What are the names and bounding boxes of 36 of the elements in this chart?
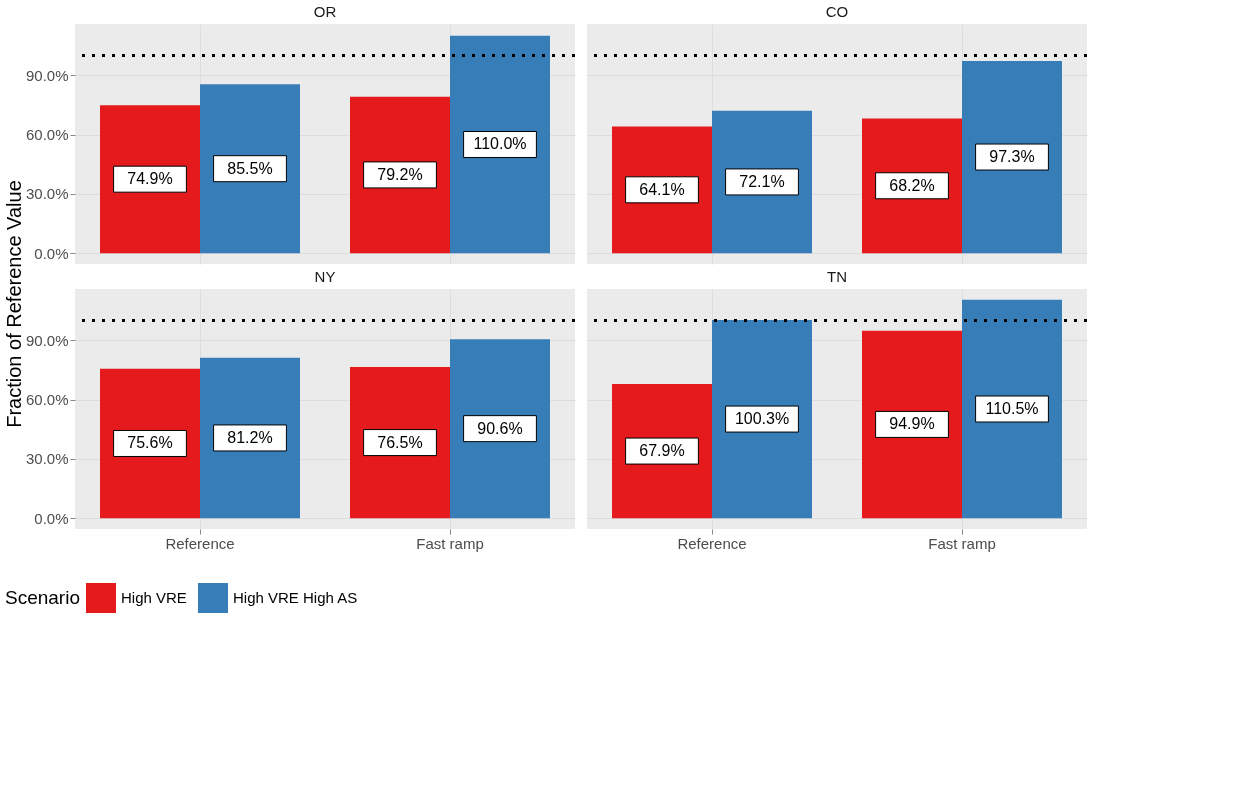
legend-title: Scenario	[5, 587, 80, 608]
y-tick-label: 0.0%	[34, 244, 69, 262]
data-label: 64.1%	[639, 180, 685, 198]
data-label: 94.9%	[889, 415, 935, 433]
x-tick-label: Fast ramp	[928, 534, 996, 552]
data-label: 97.3%	[989, 148, 1035, 166]
data-label: 68.2%	[889, 176, 935, 194]
chart-title: TN	[827, 268, 847, 285]
data-label: 76.5%	[377, 433, 423, 451]
y-tick-label: 60.0%	[25, 126, 69, 144]
y-tick-label: 30.0%	[25, 450, 69, 468]
chart-title: OR	[313, 3, 337, 20]
y-tick-label: 90.0%	[25, 331, 69, 349]
chart-title: CO	[825, 3, 849, 20]
x-tick-label: Reference	[677, 534, 747, 552]
data-label: 85.5%	[227, 159, 273, 177]
y-tick-label: 60.0%	[25, 391, 69, 409]
x-tick-label: Reference	[165, 534, 235, 552]
data-label: 110.0%	[473, 135, 527, 153]
data-label: 75.6%	[127, 434, 173, 452]
data-label: 79.2%	[377, 165, 423, 183]
data-label: 81.2%	[227, 428, 273, 446]
y-tick-label: 0.0%	[34, 509, 69, 527]
data-label: 67.9%	[639, 442, 685, 460]
data-label: 100.3%	[734, 410, 790, 428]
legend-label: High VRE	[121, 589, 187, 606]
chart-title: NY	[314, 268, 336, 285]
y-tick-label: 90.0%	[25, 66, 69, 84]
data-label: 110.5%	[985, 400, 1039, 417]
data-label: 90.6%	[477, 419, 523, 437]
data-label: 72.1%	[739, 172, 785, 190]
y-axis-title: Fraction of Reference Value	[3, 180, 25, 428]
data-label: 74.9%	[127, 170, 173, 188]
legend-label: High VRE High AS	[233, 589, 358, 606]
y-tick-label: 30.0%	[25, 185, 69, 203]
x-tick-label: Fast ramp	[416, 534, 484, 552]
